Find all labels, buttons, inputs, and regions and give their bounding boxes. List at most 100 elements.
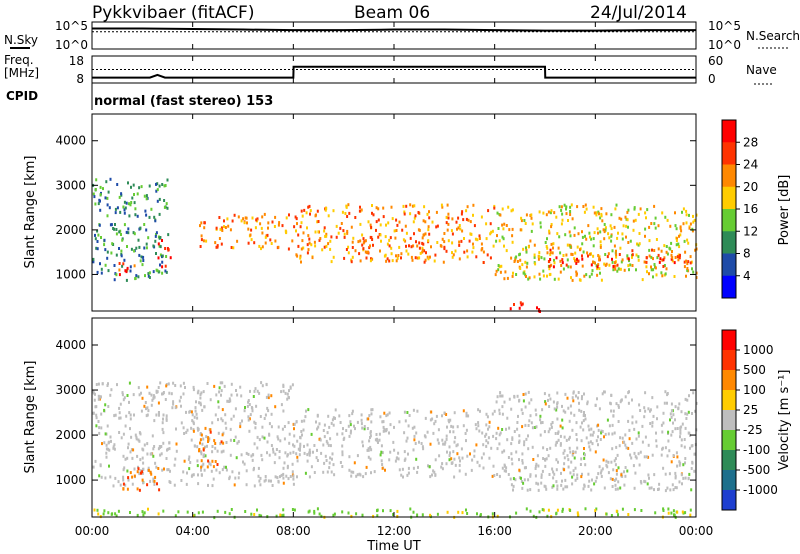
velocity-cell <box>132 393 135 397</box>
velocity-cell <box>578 408 581 412</box>
velocity-cell <box>492 434 495 438</box>
velocity-cell <box>434 473 437 477</box>
power-cell <box>307 234 310 238</box>
velocity-cell <box>431 473 433 477</box>
power-cell <box>573 257 576 261</box>
velocity-cell <box>341 510 344 514</box>
velocity-cell <box>383 411 386 415</box>
velocity-cell <box>478 429 481 433</box>
velocity-cell <box>649 422 652 425</box>
velocity-cell <box>580 457 583 461</box>
velocity-cell <box>233 439 236 442</box>
velocity-cell <box>563 468 566 472</box>
velocity-cell <box>442 442 445 446</box>
velocity-cell <box>286 397 289 401</box>
power-cell <box>664 272 667 276</box>
velocity-cell <box>281 514 284 518</box>
power-cell <box>258 244 261 248</box>
power-cell <box>685 274 687 278</box>
velocity-cell <box>332 416 335 420</box>
power-cell <box>480 215 483 219</box>
velocity-cell <box>477 424 480 428</box>
velocity-cell <box>560 483 563 487</box>
power-cell <box>441 205 444 209</box>
power-cell <box>362 247 365 251</box>
velocity-cell <box>453 457 456 461</box>
velocity-cell <box>579 463 582 466</box>
power-cell <box>468 239 471 243</box>
velocity-cell <box>469 452 471 456</box>
power-cell <box>445 221 448 225</box>
velocity-cell <box>349 423 352 427</box>
velocity-cell <box>688 431 691 435</box>
velocity-cell <box>370 412 373 416</box>
power-cell <box>553 261 556 265</box>
velocity-cell <box>272 450 275 454</box>
power-cell <box>466 205 469 209</box>
velocity-cell <box>563 456 566 460</box>
power-colorbar-segment <box>722 186 736 210</box>
velocity-cell <box>430 410 433 414</box>
velocity-cell <box>281 427 284 431</box>
power-cell <box>301 239 304 243</box>
velocity-cell <box>365 465 368 469</box>
velocity-cell <box>518 434 521 438</box>
velocity-cell <box>598 407 601 411</box>
power-cell <box>313 240 316 244</box>
power-cell <box>347 203 350 207</box>
velocity-cell <box>496 395 499 399</box>
velocity-cell <box>668 449 671 453</box>
power-cell <box>393 229 396 233</box>
power-cell <box>226 217 229 221</box>
velocity-cell <box>639 480 642 483</box>
power-cell <box>525 213 528 217</box>
velocity-cell <box>147 409 150 413</box>
power-cell <box>686 262 689 266</box>
power-cell <box>585 237 588 241</box>
velocity-cell <box>318 512 321 516</box>
velocity-cell <box>575 394 577 398</box>
power-cell <box>335 224 338 228</box>
power-cell <box>545 245 548 248</box>
velocity-colorbar-label: Velocity [m s⁻¹] <box>777 370 792 471</box>
velocity-cell <box>370 471 372 475</box>
velocity-cell <box>583 483 586 487</box>
power-cell <box>511 234 514 238</box>
power-cell <box>582 205 585 208</box>
power-cell <box>501 223 504 227</box>
power-cell <box>498 239 501 243</box>
velocity-cell <box>309 451 312 455</box>
velocity-cell <box>225 426 228 430</box>
power-cell <box>597 210 600 214</box>
velocity-cell <box>97 512 100 516</box>
power-cell <box>99 208 102 212</box>
power-cell <box>472 242 474 246</box>
power-cell <box>389 236 392 240</box>
velocity-cell <box>261 458 264 462</box>
velocity-cell <box>145 407 147 411</box>
velocity-cell <box>503 463 506 467</box>
velocity-cell <box>590 488 593 492</box>
velocity-cell <box>118 411 121 415</box>
power-cell <box>556 232 559 236</box>
velocity-cell <box>353 424 355 428</box>
x-axis: 00:00 04:00 08:00 12:00 16:00 20:00 00:00 <box>75 22 713 538</box>
velocity-cell <box>295 452 298 456</box>
velocity-cell <box>686 398 689 402</box>
velocity-colorbar-tick: -500 <box>743 463 770 477</box>
velocity-cell <box>556 487 559 491</box>
velocity-cell <box>168 480 171 484</box>
velocity-cell <box>229 399 232 403</box>
velocity-cell <box>482 452 485 456</box>
velocity-cell <box>217 431 220 435</box>
velocity-cell <box>654 511 657 515</box>
power-cell <box>605 212 608 216</box>
velocity-cell <box>152 396 155 400</box>
power-cell <box>227 224 230 228</box>
power-cell <box>675 243 678 247</box>
power-cell <box>231 219 234 223</box>
power-cell <box>390 252 393 256</box>
velocity-cell <box>591 433 594 437</box>
power-cell <box>538 308 541 312</box>
power-cell <box>132 231 135 235</box>
